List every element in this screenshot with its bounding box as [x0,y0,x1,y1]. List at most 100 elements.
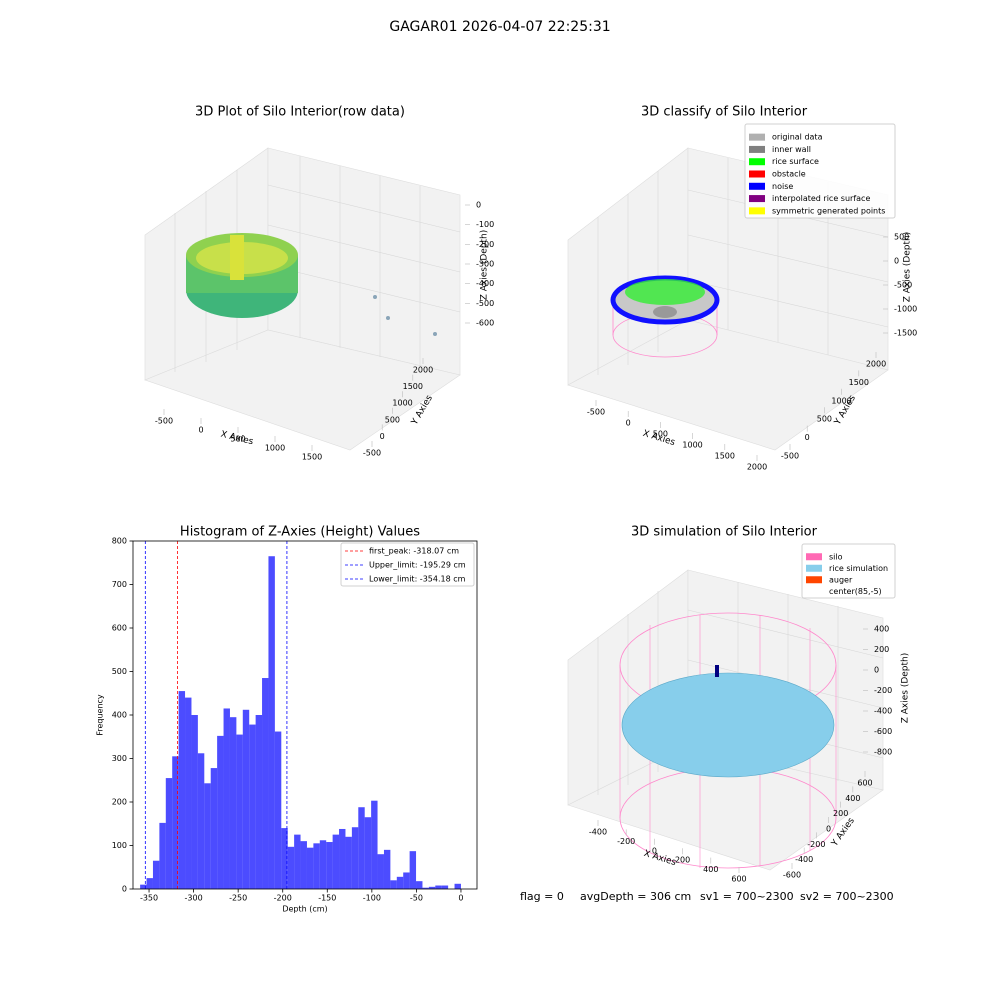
bar [351,827,359,889]
y-axis-label: Frequency [96,694,105,736]
y-tick-label: 1000 [831,396,851,405]
bar [281,828,288,889]
y-tick-label: 300 [112,754,127,763]
legend-swatch [806,587,822,595]
bar [306,847,314,889]
x-tick-label: 1500 [715,452,735,461]
bar [197,753,205,889]
bar [294,834,301,889]
z-tick-label: -800 [874,748,892,757]
z-tick-label: -1500 [894,329,917,338]
bar [165,778,173,889]
x-tick-label: 600 [731,875,746,884]
x-tick-label: 1000 [265,444,285,453]
x-tick-label: 500 [230,435,245,444]
bar [339,828,346,889]
legend-label: silo [829,552,843,561]
legend-label: rice simulation [829,564,888,573]
x-axis-label: X Axies [220,430,255,448]
bar [383,849,391,889]
z-tick-label: -400 [476,279,494,288]
z-tick-label: -500 [476,299,494,308]
bar [140,884,147,889]
legend-label: first_peak: -318.07 cm [369,547,459,556]
z-tick-label: -600 [476,319,494,328]
bar [204,783,211,889]
y-tick-label: 0 [122,885,127,894]
bar [390,880,397,889]
x-tick-label: -50 [410,894,423,903]
x-tick-label: -400 [589,828,607,837]
y-tick-label: 1500 [403,382,423,391]
x-tick-label: 200 [675,856,690,865]
x-tick-label: -150 [318,894,336,903]
legend-label: center(85,-5) [829,587,882,596]
bar [396,876,404,889]
bar [435,885,442,889]
z-tick-label: 500 [894,233,909,242]
x-tick-label: 0 [198,426,203,435]
bar [178,691,186,889]
legend-label: Upper_limit: -195.29 cm [369,561,466,570]
legend-label: obstacle [772,170,806,179]
z-tick-label: -100 [476,220,494,229]
legend-label: Lower_limit: -354.18 cm [369,575,466,584]
x-tick-label: -100 [363,894,381,903]
bar [313,843,320,889]
y-tick-label: 0 [805,433,810,442]
bar [223,708,230,889]
y-tick-label: 0 [826,825,831,834]
z-tick-label: -400 [874,707,892,716]
y-tick-label: 1000 [392,399,412,408]
panel-title: 3D Plot of Silo Interior(row data) [195,105,405,120]
y-tick-label: 0 [380,432,385,441]
legend-swatch [749,133,765,141]
bar [454,883,461,889]
legend-swatch [749,170,765,178]
y-tick-label: 200 [833,809,848,818]
bar [319,840,327,889]
legend-box [340,542,475,587]
x-tick-label: -350 [140,894,158,903]
y-tick-label: -500 [363,449,381,458]
x-tick-label: 2000 [747,463,767,472]
bar [146,878,153,889]
suptitle: GAGAR01 2026-04-07 22:25:31 [389,19,610,35]
panel-title: 3D classify of Silo Interior [641,105,808,120]
bar [358,807,365,889]
y-tick-label: -200 [807,840,825,849]
bar [422,887,429,889]
y-tick-label: -400 [795,855,813,864]
z-axis-label: Z Axies (Depth) [903,232,913,303]
y-tick-label: 2000 [866,360,886,369]
legend-swatch [806,576,822,584]
x-tick-label: -500 [155,417,173,426]
legend-swatch [749,195,765,203]
x-tick-label: 1500 [302,453,322,462]
bar [185,697,192,889]
y-tick-label: 500 [817,415,832,424]
bar [159,822,166,889]
legend-label: rice surface [772,157,819,166]
y-tick-label: 100 [112,841,127,850]
bar [274,731,282,889]
bar [242,709,250,889]
legend-label: interpolated rice surface [772,194,870,203]
bar [236,734,243,889]
z-tick-label: 0 [874,666,879,675]
z-tick-label: -600 [874,727,892,736]
bar [345,836,352,889]
z-tick-label: 400 [874,625,889,634]
bar [191,715,198,889]
legend-box [744,123,896,219]
panel-title: Histogram of Z-Axies (Height) Values [180,525,420,540]
legend-swatch [749,182,765,190]
bar [409,851,417,889]
z-tick-label: 200 [874,645,889,654]
bar [326,842,333,889]
footer-text: avgDepth = 306 cm [580,890,691,903]
bar [287,846,295,889]
legend-label: original data [772,133,823,142]
bar [217,735,224,889]
panel-1-axes3d [144,147,461,451]
